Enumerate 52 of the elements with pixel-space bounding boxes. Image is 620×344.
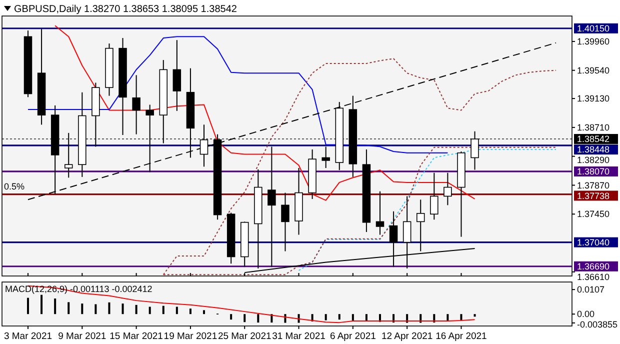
y-tick-label: 1.39130 xyxy=(577,94,610,104)
bar xyxy=(189,308,192,314)
bar xyxy=(162,306,164,314)
bar xyxy=(68,302,70,314)
y-tick-label: -0.003855 xyxy=(577,320,618,330)
y-tick-label: 1.39540 xyxy=(577,65,610,76)
y-tick-label: 1.36610 xyxy=(577,272,610,282)
y-tick-label: 1.37450 xyxy=(577,209,610,220)
bar xyxy=(81,304,84,314)
x-tick-label: 3 Mar 2021 xyxy=(4,331,52,342)
bar xyxy=(40,294,43,314)
chart-title: GBPUSD,Daily 1.38270 1.38653 1.38095 1.38542 xyxy=(14,4,238,15)
bar xyxy=(203,310,205,314)
x-tick-label: 25 Mar 2021 xyxy=(218,331,272,342)
x-tick-label: 9 Mar 2021 xyxy=(58,331,106,342)
y-tick-label: 1.39960 xyxy=(577,36,610,47)
ref-line-label: 1.36690 xyxy=(577,262,610,272)
bar xyxy=(230,314,232,320)
bar xyxy=(122,304,124,314)
ref-line-label: 1.40150 xyxy=(577,24,610,34)
x-tick-label: 16 Apr 2021 xyxy=(436,331,487,342)
bar xyxy=(338,314,340,320)
ref-line-label: 1.38448 xyxy=(577,144,610,155)
ref-line-label: 1.37738 xyxy=(577,190,610,201)
bar xyxy=(176,306,178,314)
bar xyxy=(54,298,56,314)
bar xyxy=(460,314,462,320)
bar xyxy=(148,306,151,314)
y-tick-label: 1.37870 xyxy=(577,180,610,190)
ref-line-label: 1.37040 xyxy=(577,237,610,248)
x-tick-label: 19 Mar 2021 xyxy=(164,331,218,342)
bar xyxy=(352,314,354,321)
bar xyxy=(474,314,476,317)
bar xyxy=(135,304,138,314)
bar xyxy=(244,314,246,322)
bar xyxy=(94,304,97,314)
y-tick-label: 0.00 xyxy=(577,309,595,320)
x-tick-label: 12 Apr 2021 xyxy=(381,331,433,342)
x-tick-label: 31 Mar 2021 xyxy=(272,331,326,342)
x-tick-label: 15 Mar 2021 xyxy=(110,331,163,342)
bar xyxy=(108,302,110,314)
y-tick-label: 1.38290 xyxy=(577,155,610,166)
annotation: 0.5% xyxy=(4,181,25,192)
bar xyxy=(257,314,260,323)
y-tick-label: 1.38710 xyxy=(577,122,610,133)
x-tick-label: 6 Apr 2021 xyxy=(330,331,376,342)
chart-title: MACD(12,26,9) -0.001113 -0.002412 xyxy=(5,284,152,294)
ref-line-label: 1.38070 xyxy=(577,166,610,177)
bar xyxy=(27,298,29,314)
y-tick-label: 0.0107 xyxy=(577,284,605,295)
ref-line-label: 1.38542 xyxy=(577,134,610,144)
bar xyxy=(324,314,327,320)
